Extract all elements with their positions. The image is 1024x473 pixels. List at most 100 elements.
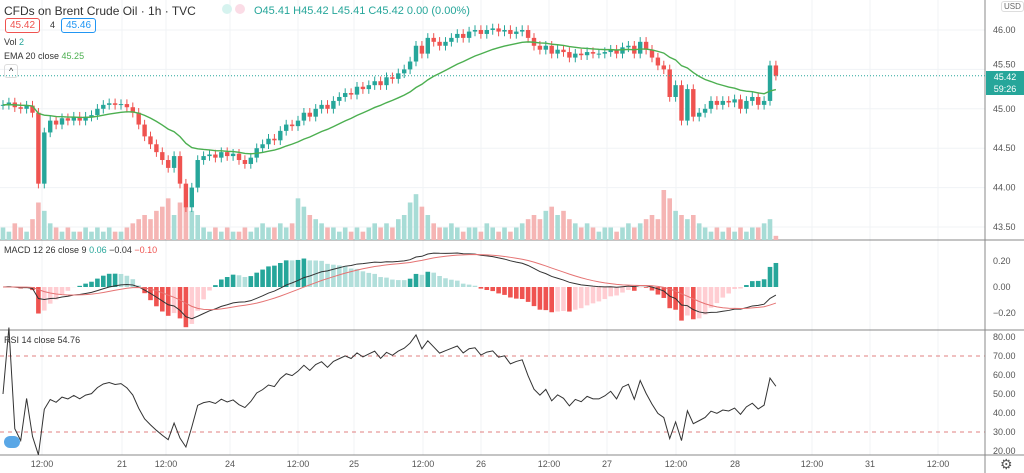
candle-body: [502, 30, 507, 32]
candle-body: [431, 37, 436, 42]
candle-body: [655, 57, 661, 66]
volume-bar: [171, 215, 177, 240]
rsi-value: 54.76: [57, 335, 81, 345]
macd-histogram-bar: [272, 265, 277, 287]
macd-histogram-bar: [437, 275, 442, 287]
delay-icon: [235, 4, 245, 14]
candle-body: [573, 53, 578, 58]
macd-tick: 0.00: [993, 282, 1011, 292]
candle-body: [53, 120, 59, 125]
vol-legend: Vol 2: [4, 37, 24, 47]
time-tick: 21: [117, 459, 127, 469]
time-tick: 28: [730, 459, 740, 469]
macd-histogram-bar: [307, 260, 313, 287]
macd-legend: MACD 12 26 close 9 0.06 −0.04 −0.10: [4, 245, 157, 255]
volume-bar: [750, 227, 755, 240]
candle-body: [514, 31, 519, 34]
settings-gear-icon[interactable]: ⚙: [1000, 456, 1013, 472]
macd-histogram-bar: [590, 287, 596, 304]
macd-histogram-bar: [112, 273, 118, 287]
candle-body: [496, 28, 501, 32]
volume-bar: [696, 223, 702, 240]
candle-body: [118, 104, 124, 106]
macd-histogram-bar: [283, 260, 289, 287]
volume-bar: [0, 227, 6, 240]
volume-bar: [437, 227, 442, 240]
ema-value: 45.25: [61, 51, 85, 61]
time-tick: 12:00: [287, 459, 310, 469]
macd-histogram-bar: [254, 272, 259, 287]
volume-bar: [390, 227, 395, 240]
candle-body: [154, 144, 159, 153]
macd-histogram-bar: [466, 284, 472, 287]
macd-histogram-bar: [620, 287, 625, 293]
volume-bar: [407, 202, 413, 240]
rsi-legend: RSI 14 close 54.76: [4, 335, 80, 345]
volume-bar: [673, 210, 678, 240]
macd-histogram-bar: [679, 287, 684, 321]
candle-body: [343, 93, 348, 97]
volume-bar: [313, 219, 318, 240]
volume-bar: [366, 227, 372, 240]
time-tick: 26: [476, 459, 486, 469]
bid-badge[interactable]: 45.42: [5, 18, 41, 33]
macd-histogram-bar: [561, 287, 566, 312]
candle-body: [183, 183, 189, 208]
candle-body: [537, 45, 543, 50]
volume-bar: [248, 231, 254, 240]
candle-body: [307, 112, 312, 117]
macd-histogram-bar: [443, 278, 448, 287]
macd-histogram-bar: [160, 287, 165, 312]
macd-histogram-bar: [508, 287, 513, 298]
candle-body: [661, 65, 666, 70]
macd-histogram-bar: [525, 287, 531, 302]
ask-badge[interactable]: 45.46: [61, 18, 97, 33]
volume-bar: [207, 231, 212, 240]
tradingview-logo-icon[interactable]: [4, 436, 20, 448]
macd-histogram-bar: [714, 287, 720, 304]
macd-histogram-bar: [761, 279, 767, 287]
candle-body: [732, 99, 737, 103]
candle-body: [230, 153, 236, 157]
macd-histogram-bar: [342, 266, 348, 287]
macd-tick: 0.20: [993, 256, 1011, 266]
macd-histogram-bar: [519, 287, 525, 300]
countdown-label: 59:26: [986, 83, 1024, 95]
candle-body: [83, 116, 88, 121]
macd-histogram-bar: [661, 287, 667, 298]
volume-bar: [543, 210, 549, 240]
volume-bar: [667, 198, 672, 240]
macd-histogram-bar: [614, 287, 619, 296]
volume-bar: [118, 231, 124, 240]
currency-label[interactable]: USD: [1001, 1, 1024, 12]
candle-body: [649, 49, 655, 58]
volume-bar: [189, 210, 195, 240]
rsi-tick: 70.00: [993, 351, 1016, 361]
macd-histogram-bar: [183, 287, 189, 328]
candle-body: [71, 116, 76, 121]
time-tick: 12:00: [155, 459, 178, 469]
volume-bar: [496, 231, 501, 240]
collapse-legend-button[interactable]: ^: [4, 64, 19, 78]
candle-body: [42, 132, 47, 184]
volume-bar: [201, 227, 206, 240]
symbol-title[interactable]: CFDs on Brent Crude Oil · 1h · TVC: [4, 4, 196, 18]
macd-histogram-bar: [47, 287, 53, 304]
macd-histogram-bar: [242, 276, 248, 287]
macd-histogram-bar: [366, 272, 372, 287]
macd-histogram-bar: [390, 279, 395, 287]
macd-histogram-bar: [726, 287, 731, 294]
macd-histogram-bar: [248, 276, 254, 287]
ema-legend: EMA 20 close 45.25: [4, 51, 84, 61]
candle-body: [679, 85, 684, 121]
price-tick: 44.00: [993, 183, 1016, 193]
candle-body: [272, 138, 277, 141]
macd-histogram-bar: [578, 287, 584, 309]
volume-bar: [89, 231, 94, 240]
candle-body: [708, 100, 714, 109]
volume-bar: [649, 215, 655, 240]
candle-body: [160, 152, 165, 161]
macd-histogram-bar: [484, 287, 490, 291]
candle-body: [561, 49, 566, 53]
